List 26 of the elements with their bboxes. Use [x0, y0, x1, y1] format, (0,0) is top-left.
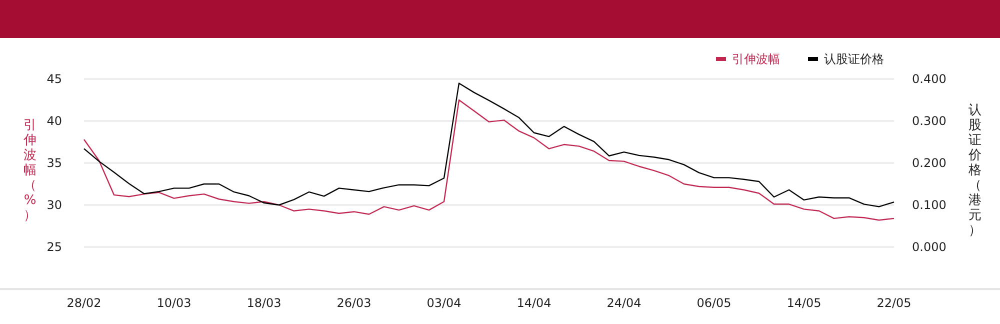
y2-tick-label: 0.100	[912, 198, 946, 212]
x-tick-label: 28/02	[66, 296, 102, 310]
x-tick-label: 03/04	[426, 296, 462, 310]
y-tick-label: 30	[46, 198, 62, 212]
x-tick-label: 06/05	[696, 296, 732, 310]
line-series	[83, 99, 895, 221]
y2-tick-label: 0.300	[912, 114, 946, 128]
x-tick-label: 24/04	[606, 296, 642, 310]
text: 认股证价格（港元）	[968, 103, 982, 238]
y-tick-label: 35	[46, 156, 62, 170]
y-tick-label: 25	[46, 240, 62, 254]
y-tick-label: 40	[46, 114, 62, 128]
legend-label: 引伸波幅	[732, 52, 780, 66]
y-tick-label: 45	[46, 72, 62, 86]
x-tick-label: 14/05	[786, 296, 822, 310]
x-tick-label: 10/03	[156, 296, 192, 310]
x-tick-label: 18/03	[246, 296, 282, 310]
line-series	[83, 82, 895, 208]
x-tick-label: 26/03	[336, 296, 372, 310]
y2-tick-label: 0.400	[912, 72, 946, 86]
legend-label: 认股证价格	[824, 52, 884, 66]
y2-tick-label: 0.000	[912, 240, 946, 254]
x-tick-label: 22/05	[876, 296, 912, 310]
y-axis-title: 引伸波幅（%）	[22, 118, 36, 223]
x-tick-label: 14/04	[516, 296, 552, 310]
y2-tick-label: 0.200	[912, 156, 946, 170]
